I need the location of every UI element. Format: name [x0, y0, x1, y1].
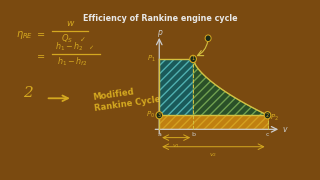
Text: $\checkmark$: $\checkmark$ — [88, 43, 94, 51]
Text: =: = — [37, 52, 45, 62]
Circle shape — [205, 35, 211, 42]
Text: $P_1$: $P_1$ — [147, 54, 156, 64]
Text: 3: 3 — [158, 113, 161, 118]
Text: $v_1$: $v_1$ — [172, 142, 180, 150]
Circle shape — [190, 55, 196, 63]
Text: 2: 2 — [266, 113, 269, 118]
Text: $P_0$: $P_0$ — [147, 110, 156, 120]
Text: $\eta_{RE}$: $\eta_{RE}$ — [16, 29, 33, 41]
Text: 1: 1 — [192, 57, 195, 61]
Circle shape — [264, 112, 271, 119]
Text: $h_1 - h_2$: $h_1 - h_2$ — [55, 41, 84, 53]
Text: b: b — [191, 132, 195, 137]
Text: w: w — [66, 19, 74, 28]
Text: Modified
Rankine Cycle: Modified Rankine Cycle — [92, 84, 161, 112]
Text: $h_1 - h_{f2}$: $h_1 - h_{f2}$ — [57, 56, 88, 68]
Polygon shape — [159, 59, 193, 115]
Circle shape — [156, 112, 163, 119]
Text: v: v — [283, 125, 287, 134]
Text: =: = — [37, 30, 45, 40]
Text: $Q_S$: $Q_S$ — [61, 32, 73, 45]
Text: p: p — [157, 28, 162, 37]
Text: c: c — [266, 132, 269, 137]
Text: $P_2$: $P_2$ — [270, 113, 279, 123]
Text: $v_2$: $v_2$ — [209, 151, 217, 159]
Text: 2: 2 — [23, 86, 33, 100]
Polygon shape — [159, 115, 268, 129]
Polygon shape — [193, 59, 268, 115]
Text: Efficiency of Rankine engine cycle: Efficiency of Rankine engine cycle — [83, 14, 237, 23]
Text: $\checkmark$: $\checkmark$ — [79, 35, 85, 42]
Text: a: a — [157, 132, 161, 137]
